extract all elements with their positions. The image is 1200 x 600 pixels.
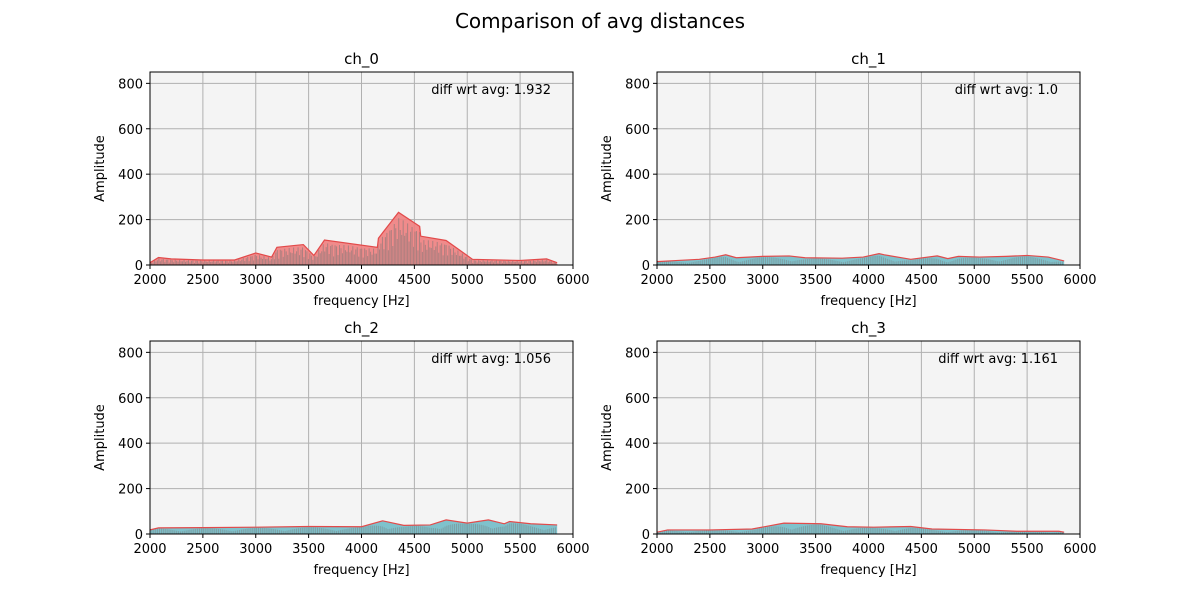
series-group (657, 253, 1065, 265)
subplot-title: ch_1 (851, 50, 886, 69)
x-tick-label: 2000 (640, 542, 673, 557)
y-axis-label: Amplitude (600, 404, 615, 471)
y-tick-label: 400 (118, 437, 143, 452)
series-envelope-line (657, 253, 1065, 263)
figure-title: Comparison of avg distances (455, 9, 745, 33)
x-tick-label: 4000 (852, 273, 885, 288)
y-tick-label: 400 (118, 168, 143, 183)
x-tick-label: 6000 (1063, 273, 1096, 288)
x-tick-label: 2500 (186, 273, 219, 288)
y-tick-label: 800 (625, 346, 650, 361)
x-tick-label: 3000 (746, 273, 779, 288)
y-tick-label: 800 (118, 77, 143, 92)
series-area (657, 253, 1065, 265)
x-tick-label: 4000 (852, 542, 885, 557)
y-tick-label: 600 (118, 392, 143, 407)
diff-annotation: diff wrt avg: 1.0 (955, 83, 1058, 98)
x-tick-label: 3500 (292, 273, 325, 288)
x-tick-label: 4500 (905, 273, 938, 288)
x-tick-label: 6000 (556, 273, 589, 288)
x-tick-label: 6000 (556, 542, 589, 557)
x-tick-label: 5000 (958, 273, 991, 288)
x-axis-label: frequency [Hz] (313, 294, 409, 309)
series-envelope-line (150, 519, 558, 531)
y-tick-label: 800 (625, 77, 650, 92)
x-tick-label: 3000 (239, 542, 272, 557)
diff-annotation: diff wrt avg: 1.056 (431, 352, 551, 367)
x-tick-label: 4500 (905, 542, 938, 557)
x-tick-label: 3000 (239, 273, 272, 288)
y-tick-label: 600 (118, 123, 143, 138)
x-axis-label: frequency [Hz] (820, 563, 916, 578)
y-tick-label: 200 (118, 483, 143, 498)
y-tick-label: 0 (135, 259, 143, 274)
series-group (150, 519, 558, 534)
subplot-ch_1: 2000 2500 3000 3500 4000 4500 5000 5500 6000 0 200… (600, 50, 1097, 309)
x-tick-label: 2000 (133, 542, 166, 557)
y-tick-label: 200 (625, 214, 650, 229)
y-tick-label: 200 (118, 214, 143, 229)
x-tick-label: 5500 (504, 542, 537, 557)
x-tick-label: 5000 (451, 273, 484, 288)
series-group (657, 522, 1065, 534)
y-tick-label: 400 (625, 168, 650, 183)
x-tick-label: 2500 (693, 542, 726, 557)
y-tick-label: 200 (625, 483, 650, 498)
series-area (150, 212, 558, 265)
y-axis-label: Amplitude (93, 404, 108, 471)
x-tick-label: 4500 (398, 273, 431, 288)
series-envelope-line (150, 211, 558, 264)
x-tick-label: 4500 (398, 542, 431, 557)
x-tick-label: 5000 (958, 542, 991, 557)
subplot-ch_2: 2000 2500 3000 3500 4000 4500 5000 5500 6000 0 200… (93, 319, 590, 578)
subplot-title: ch_2 (344, 319, 379, 338)
x-tick-label: 2000 (133, 273, 166, 288)
y-tick-label: 0 (642, 528, 650, 543)
x-tick-label: 2000 (640, 273, 673, 288)
diff-annotation: diff wrt avg: 1.161 (938, 352, 1058, 367)
x-tick-label: 4000 (345, 542, 378, 557)
y-tick-label: 800 (118, 346, 143, 361)
y-tick-label: 0 (642, 259, 650, 274)
x-axis-label: frequency [Hz] (313, 563, 409, 578)
series-envelope-line (657, 522, 1065, 533)
x-tick-label: 4000 (345, 273, 378, 288)
y-tick-label: 400 (625, 437, 650, 452)
diff-annotation: diff wrt avg: 1.932 (431, 83, 551, 98)
series-area (657, 523, 1065, 534)
x-tick-label: 6000 (1063, 542, 1096, 557)
x-tick-label: 3500 (292, 542, 325, 557)
x-tick-label: 5000 (451, 542, 484, 557)
x-tick-label: 5500 (1011, 542, 1044, 557)
x-tick-label: 5500 (504, 273, 537, 288)
x-axis-label: frequency [Hz] (820, 294, 916, 309)
y-tick-label: 600 (625, 392, 650, 407)
y-axis-label: Amplitude (600, 135, 615, 202)
x-tick-label: 5500 (1011, 273, 1044, 288)
series-group (150, 211, 558, 265)
x-tick-label: 3000 (746, 542, 779, 557)
subplot-title: ch_0 (344, 50, 379, 69)
y-axis-label: Amplitude (93, 135, 108, 202)
x-tick-label: 3500 (799, 542, 832, 557)
x-tick-label: 2500 (186, 542, 219, 557)
x-tick-label: 3500 (799, 273, 832, 288)
subplot-ch_3: 2000 2500 3000 3500 4000 4500 5000 5500 6000 0 200… (600, 319, 1097, 578)
x-tick-label: 2500 (693, 273, 726, 288)
subplot-ch_0: 2000 2500 3000 3500 4000 4500 5000 5500 6000 0 200… (93, 50, 590, 309)
y-tick-label: 600 (625, 123, 650, 138)
y-tick-label: 0 (135, 528, 143, 543)
subplots: 2000 2500 3000 3500 4000 4500 5000 5500 60000200… (93, 50, 1097, 578)
subplot-title: ch_3 (851, 319, 886, 338)
